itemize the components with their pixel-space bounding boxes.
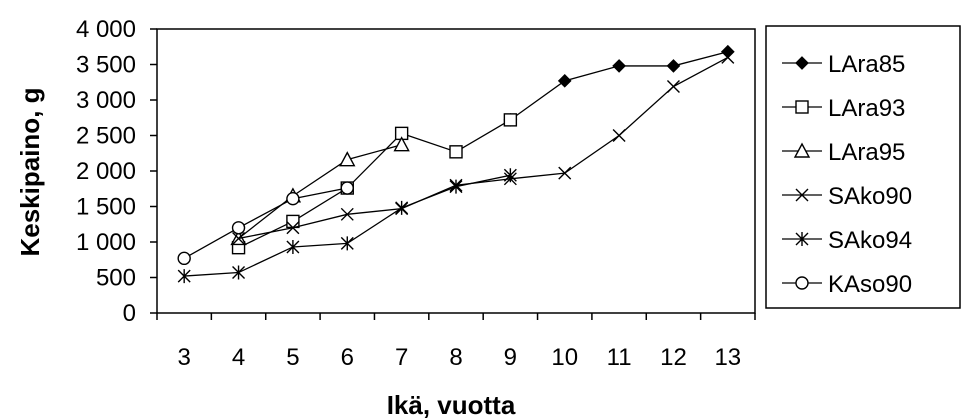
series-lara85 [503, 44, 735, 127]
y-tick-label: 3 000 [76, 87, 136, 114]
x-tick-label: 7 [395, 344, 408, 371]
legend-label: SAko90 [828, 183, 912, 210]
data-point [558, 166, 572, 180]
series-lara93 [231, 113, 518, 255]
data-point [286, 214, 300, 229]
y-tick-label: 2 500 [76, 123, 136, 150]
x-tick-label: 4 [232, 344, 245, 371]
series-line [238, 56, 729, 240]
data-point [503, 168, 517, 183]
data-point [449, 145, 463, 159]
data-point [612, 129, 626, 142]
x-tick-label: 5 [286, 344, 299, 371]
legend: LAra85 LAra93 LAra95 SAko90 SAko94 KAso90 [765, 25, 961, 309]
data-point [666, 59, 681, 73]
legend-marker [793, 142, 811, 158]
legend-marker [795, 232, 809, 246]
data-point [612, 59, 626, 73]
data-point [395, 200, 409, 215]
series-line [238, 119, 511, 249]
data-point [449, 179, 463, 194]
legend-marker [795, 100, 809, 114]
data-point [393, 136, 410, 152]
x-tick-label: 8 [449, 344, 462, 371]
data-point [340, 207, 354, 221]
data-point [339, 151, 356, 167]
data-point [557, 73, 572, 88]
data-point [232, 265, 246, 280]
data-point [720, 44, 735, 59]
legend-label: SAko94 [828, 227, 912, 254]
x-tick-label: 10 [551, 344, 578, 371]
x-tick-label: 9 [504, 344, 517, 371]
legend-label: LAra85 [828, 51, 905, 78]
y-tick-label: 0 [123, 300, 136, 327]
legend-label: KAso90 [828, 271, 912, 298]
series-sako94 [177, 168, 517, 284]
plot-area-frame [156, 28, 756, 314]
legend-item: KAso90 [782, 271, 912, 298]
x-tick-label: 13 [714, 344, 741, 371]
data-point [177, 251, 191, 266]
data-point [666, 80, 680, 94]
y-tick-label: 2 000 [76, 158, 136, 185]
data-point [286, 239, 300, 254]
y-tick-label: 4 000 [76, 16, 136, 43]
x-axis-title: Ikä, vuotta [387, 390, 516, 419]
y-tick-label: 1 500 [76, 194, 136, 221]
y-axis-title: Keskipaino, g [15, 87, 45, 256]
legend-marker [795, 188, 809, 202]
legend-item: LAra95 [782, 139, 905, 166]
legend-item: SAko90 [782, 183, 912, 210]
legend-item: SAko94 [782, 227, 912, 254]
legend-marker [795, 276, 809, 290]
legend-label: LAra95 [828, 139, 905, 166]
data-point [177, 269, 191, 284]
data-point [503, 113, 518, 127]
legend-box [765, 25, 961, 309]
x-tick-label: 12 [660, 344, 687, 371]
x-tick-label: 11 [607, 344, 632, 371]
data-point [231, 221, 246, 235]
data-point [340, 181, 354, 195]
series-line [238, 144, 402, 239]
series-line [183, 187, 348, 259]
y-tick-label: 1 000 [76, 229, 136, 256]
data-point [721, 50, 735, 64]
data-point [286, 221, 300, 235]
legend-marker [795, 56, 809, 70]
x-tick-label: 3 [178, 344, 191, 371]
y-tick-label: 500 [96, 265, 136, 292]
legend-label: LAra93 [828, 95, 905, 122]
series-kaso90 [177, 181, 354, 266]
legend-item: LAra85 [782, 51, 905, 78]
data-point [232, 231, 246, 245]
data-point [286, 191, 300, 206]
x-tick-label: 6 [341, 344, 354, 371]
y-tick-label: 3 500 [76, 52, 136, 79]
legend-item: LAra93 [782, 95, 905, 122]
data-point [340, 236, 354, 251]
series-sako90 [232, 50, 735, 245]
